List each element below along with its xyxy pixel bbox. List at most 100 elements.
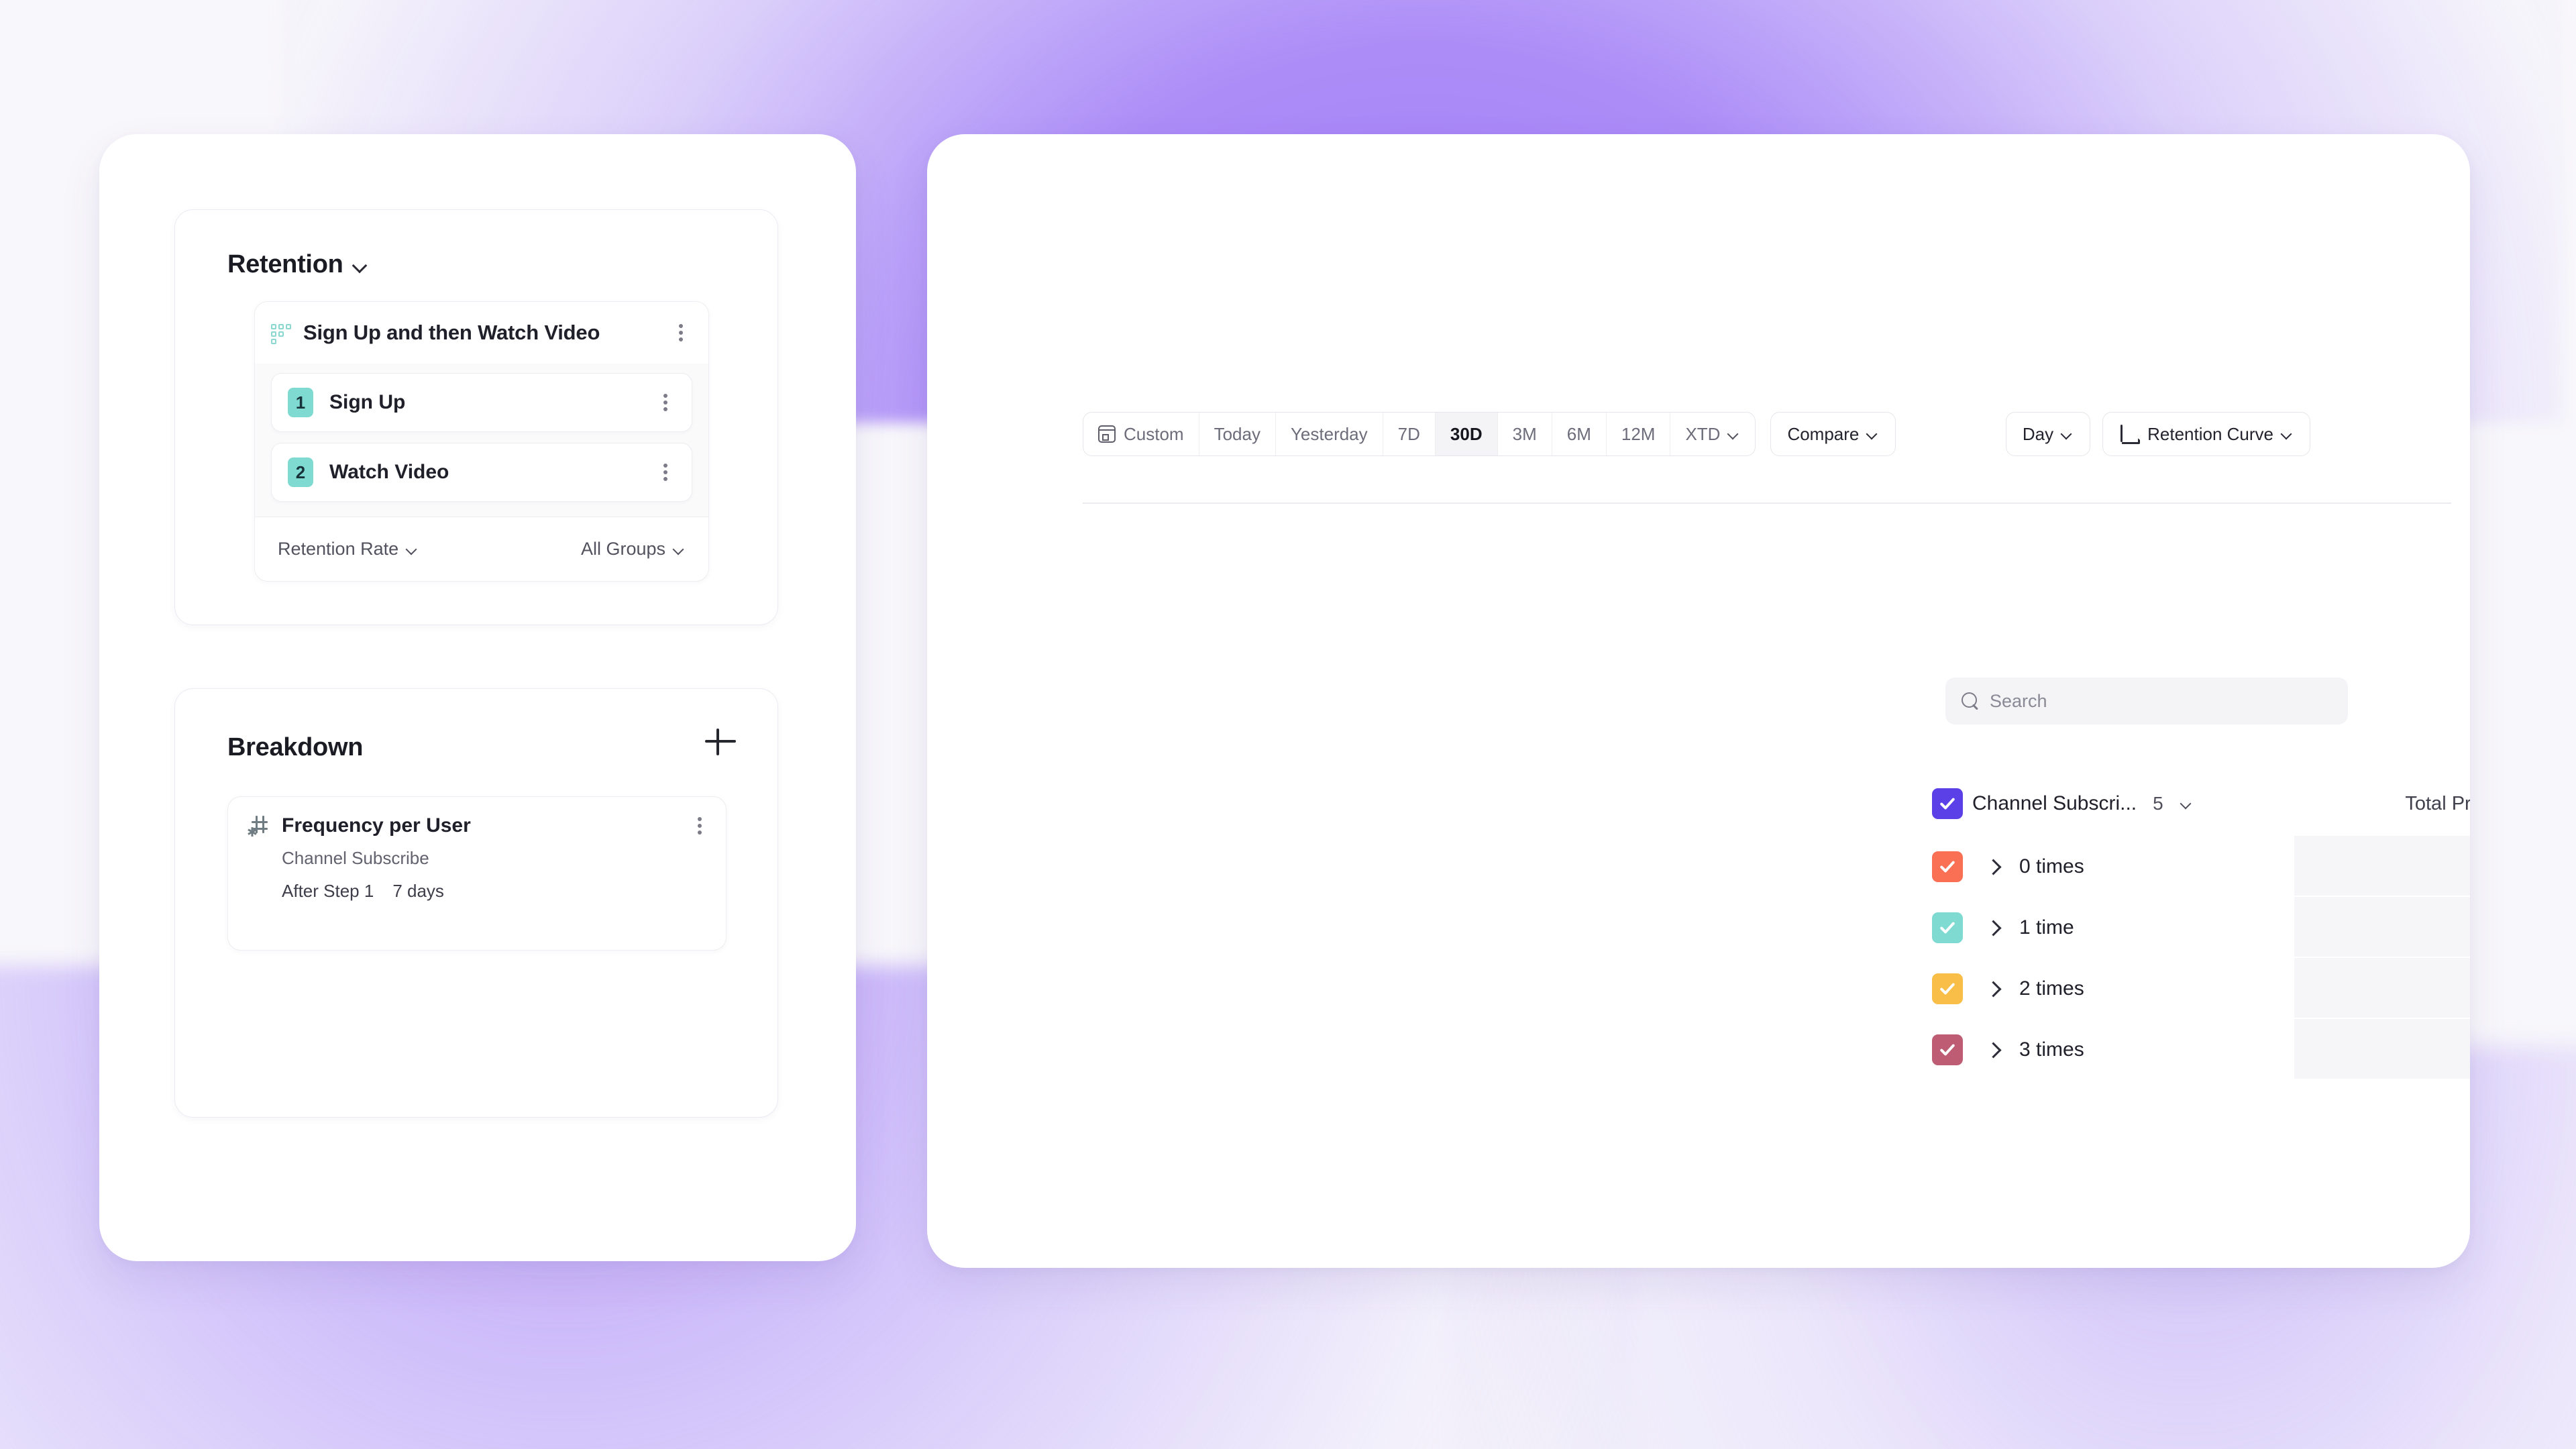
step-group-header[interactable]: Sign Up and then Watch Video	[255, 302, 708, 364]
row-checkbox[interactable]	[1932, 973, 1963, 1004]
date-range-3m[interactable]: 3M	[1498, 413, 1552, 455]
date-range-today[interactable]: Today	[1199, 413, 1276, 455]
table-body: 0 times100%3.12%3.07%5.04%7.06%5.63%1 ti…	[1932, 836, 2470, 1080]
breakdown-item-more-icon[interactable]	[690, 814, 710, 837]
row-label: 2 times	[2019, 977, 2084, 1000]
retention-curve-icon	[2119, 425, 2139, 443]
retention-title-label: Retention	[227, 250, 343, 278]
step-number-badge: 2	[288, 458, 313, 487]
row-checkbox[interactable]	[1932, 851, 1963, 882]
chevron-down-icon	[1728, 428, 1740, 440]
all-groups-select[interactable]: All Groups	[581, 539, 686, 559]
search-icon	[1962, 692, 1979, 710]
date-range-label: 3M	[1512, 423, 1537, 444]
chevron-down-icon[interactable]	[2181, 798, 2193, 810]
date-range-7d[interactable]: 7D	[1383, 413, 1436, 455]
breakdown-step-label: After Step 1	[282, 881, 374, 901]
step-number-badge: 1	[288, 388, 313, 417]
header-total-label: Total Pro...	[2405, 792, 2470, 814]
step-more-icon[interactable]	[655, 391, 676, 414]
step-group: Sign Up and then Watch Video 1 Sign Up 2…	[254, 301, 709, 582]
row-label: 3 times	[2019, 1038, 2084, 1061]
step-group-footer: Retention Rate All Groups	[255, 517, 708, 581]
search-box[interactable]	[1945, 678, 2348, 724]
table-row[interactable]: 2 times100%10.33%18.26%13.59%39.59%65.38…	[1932, 958, 2470, 1019]
add-breakdown-button[interactable]	[702, 724, 739, 760]
table-row[interactable]: 0 times100%3.12%3.07%5.04%7.06%5.63%	[1932, 836, 2470, 897]
retention-card-title[interactable]: Retention	[227, 250, 368, 279]
expand-row-icon[interactable]	[1982, 977, 2004, 1000]
expand-row-icon[interactable]	[1982, 1038, 2004, 1061]
date-range-yesterday[interactable]: Yesterday	[1276, 413, 1383, 455]
results-panel: Custom Today Yesterday 7D 30D 3M 6M 12M …	[927, 134, 2470, 1268]
breakdown-card-title: Breakdown	[227, 733, 364, 761]
date-range-label: 12M	[1621, 423, 1656, 444]
header-breakdown-count: 5	[2153, 793, 2163, 814]
date-range-label: 7D	[1397, 423, 1420, 444]
expand-row-icon[interactable]	[1982, 916, 2004, 939]
select-all-checkbox[interactable]	[1932, 788, 1963, 819]
step-more-icon[interactable]	[655, 461, 676, 484]
chevron-down-icon	[2282, 428, 2294, 440]
date-range-segmented-control: Custom Today Yesterday 7D 30D 3M 6M 12M …	[1083, 412, 1756, 456]
header-breakdown-col: Channel Subscri... 5	[1932, 788, 2294, 819]
date-range-12m[interactable]: 12M	[1607, 413, 1671, 455]
breakdown-item-header: ✱ Frequency per User	[228, 797, 726, 839]
row-label-cell: 2 times	[1932, 958, 2294, 1019]
hash-property-icon: ✱	[247, 814, 270, 839]
granularity-dropdown[interactable]: Day	[2005, 412, 2091, 456]
table-header-row: Channel Subscri... 5 Total Pro... < 1 Da…	[1932, 771, 2470, 836]
breakdown-card: Breakdown ✱ Frequency per User Channel S…	[174, 688, 778, 1118]
date-range-label: Custom	[1124, 423, 1184, 444]
toolbar: Custom Today Yesterday 7D 30D 3M 6M 12M …	[1083, 412, 2310, 456]
date-range-label: Yesterday	[1290, 423, 1368, 444]
retention-card: Retention Sign Up and then Watch Video 1…	[174, 209, 778, 625]
calendar-icon	[1098, 425, 1116, 443]
chevron-down-icon	[407, 543, 419, 555]
retention-rate-select[interactable]: Retention Rate	[278, 539, 419, 559]
step-group-label: Sign Up and then Watch Video	[303, 321, 600, 344]
date-range-xtd[interactable]: XTD	[1670, 413, 1755, 455]
table-row[interactable]: 1 time100%12.98%18.43%19.5%23.34%24.09%	[1932, 897, 2470, 958]
compare-dropdown[interactable]: Compare	[1770, 412, 1896, 456]
date-range-label: XTD	[1685, 423, 1721, 444]
header-total-col[interactable]: Total Pro...	[2294, 792, 2470, 815]
total-cell: 100%	[2294, 958, 2470, 1019]
total-cell: 100%	[2294, 1019, 2470, 1080]
row-label: 0 times	[2019, 855, 2084, 877]
grid-steps-icon	[271, 323, 291, 344]
chevron-down-icon	[674, 543, 686, 555]
row-label: 1 time	[2019, 916, 2074, 938]
chevron-down-icon	[2061, 428, 2074, 440]
step-row[interactable]: 1 Sign Up	[271, 373, 692, 432]
step-group-more-icon[interactable]	[671, 321, 691, 344]
step-row[interactable]: 2 Watch Video	[271, 443, 692, 502]
date-range-custom[interactable]: Custom	[1083, 413, 1199, 455]
row-checkbox[interactable]	[1932, 1034, 1963, 1065]
search-input[interactable]	[1990, 690, 2332, 712]
breakdown-item-meta: After Step 1 7 days	[228, 881, 726, 902]
breakdown-item[interactable]: ✱ Frequency per User Channel Subscribe A…	[227, 796, 727, 951]
date-range-label: 30D	[1450, 423, 1483, 444]
breakdown-window-label: 7 days	[392, 881, 444, 901]
date-range-label: 6M	[1566, 423, 1591, 444]
table-row[interactable]: 3 times100%100%0%0%0%100%	[1932, 1019, 2470, 1080]
chevron-down-icon	[1867, 428, 1879, 440]
expand-row-icon[interactable]	[1982, 855, 2004, 878]
retention-rate-label: Retention Rate	[278, 539, 399, 559]
breakdown-item-subtitle: Channel Subscribe	[282, 848, 429, 868]
total-cell: 100%	[2294, 836, 2470, 897]
date-range-label: Today	[1214, 423, 1260, 444]
compare-label: Compare	[1787, 423, 1860, 444]
granularity-label: Day	[2022, 423, 2054, 444]
config-panel: Retention Sign Up and then Watch Video 1…	[99, 134, 856, 1261]
date-range-6m[interactable]: 6M	[1552, 413, 1607, 455]
row-label-cell: 0 times	[1932, 836, 2294, 897]
chart-type-dropdown[interactable]: Retention Curve	[2102, 412, 2310, 456]
row-label-cell: 3 times	[1932, 1019, 2294, 1080]
all-groups-label: All Groups	[580, 539, 665, 559]
date-range-30d[interactable]: 30D	[1435, 413, 1498, 455]
step-label: Sign Up	[329, 391, 406, 413]
toolbar-divider	[1083, 502, 2451, 504]
row-checkbox[interactable]	[1932, 912, 1963, 943]
